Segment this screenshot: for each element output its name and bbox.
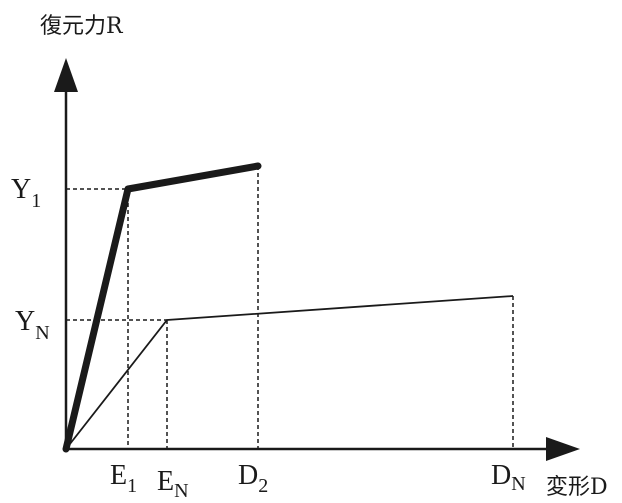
x-tick-e1-sub: 1 <box>127 475 137 497</box>
x-tick-en: EN <box>157 466 189 502</box>
y-tick-yn-main: Y <box>15 306 35 337</box>
y-tick-y1-sub: 1 <box>31 190 41 212</box>
x-tick-en-sub: N <box>174 480 188 502</box>
guide-lines <box>66 166 514 449</box>
x-tick-e1: E1 <box>110 460 137 497</box>
x-tick-dn-main: D <box>491 460 511 491</box>
y-tick-yn: YN <box>15 306 50 344</box>
y-tick-yn-sub: N <box>35 322 49 344</box>
x-tick-d2-main: D <box>238 460 258 491</box>
x-tick-en-main: E <box>157 466 174 497</box>
curve-n <box>65 295 514 450</box>
y-axis-arrowhead <box>54 58 78 92</box>
curve-1 <box>62 162 262 453</box>
x-tick-dn: DN <box>491 460 526 495</box>
x-tick-d2-sub: 2 <box>258 475 268 497</box>
x-tick-dn-sub: N <box>511 473 525 495</box>
y-axis-title: 復元力R <box>40 14 124 39</box>
x-tick-e1-main: E <box>110 460 127 491</box>
y-tick-y1-main: Y <box>11 174 31 205</box>
x-tick-d2: D2 <box>238 460 268 497</box>
x-axis-title: 変形D <box>546 475 608 500</box>
x-axis-arrowhead <box>546 437 580 461</box>
y-tick-y1: Y1 <box>11 174 41 212</box>
